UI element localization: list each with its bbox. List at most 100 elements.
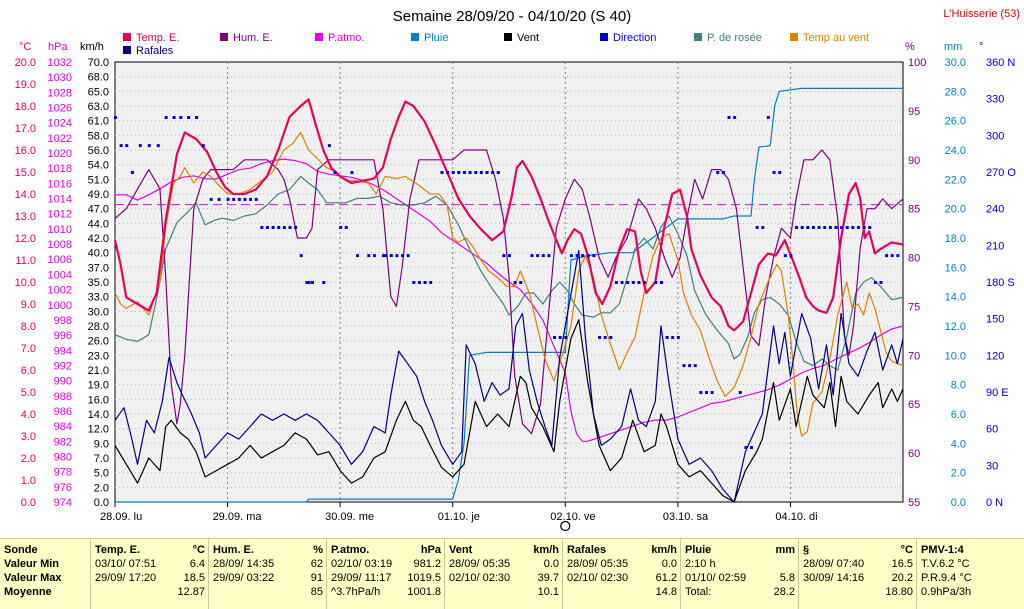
pressure-axis-tick: 998 [54,315,72,327]
x-axis-labels: 28.09. lu 29.09. ma 30.09. me 01.10. je 02.1… [100,502,818,532]
direction-point [761,226,765,229]
pressure-axis-tick: 1018 [48,163,72,175]
stats-value-row: 02/10/ 02:30 61.2 [567,571,677,585]
stats-header: § [803,544,810,556]
legend-swatch [123,33,131,41]
direction-point [265,226,269,229]
hum-axis-tick: 80 [908,253,920,265]
stats-value-row: 12.87 [95,585,205,599]
x-tick-label: 04.10. di [775,511,817,523]
stats-label-r1: Valeur Min [4,558,60,570]
pressure-axis-tick: 1022 [48,133,72,145]
temp-axis-tick: 13.0 [15,211,36,223]
temp-axis-tick: 10.0 [15,277,36,289]
legend: Temp. E. Hum. E. P.atmo. Pluie Vent Direction… [123,32,869,57]
hum-axis-tick: 70 [908,350,920,362]
stats-value-row: 29/09/ 11:17 1019.5 [331,571,441,585]
stats-label-h: Sonde [4,544,38,556]
direction-point [721,171,725,174]
stats-date: 02/10/ 03:19 [331,558,393,570]
dir-axis-tick: 90 E [986,387,1009,399]
axis-unit: °C [19,41,31,53]
stats-date: 29/09/ 17:20 [95,572,157,584]
legend-swatch [411,33,419,41]
pressure-axis-tick: 974 [54,497,72,509]
wind-axis-tick: 58.0 [88,130,109,142]
direction-point [845,226,849,229]
x-tick-label: 30.09. me [325,511,374,523]
stats-date: 29/09/ 03:22 [213,572,275,584]
stats-value-row: 14.8 [567,585,677,599]
direction-point [896,254,900,258]
stats-label-r2: Valeur Max [4,572,62,584]
direction-point [851,226,855,229]
stats-unit: °C [900,544,913,556]
stats-value: 61.2 [655,572,677,584]
dir-axis-tick: 330 [986,94,1004,106]
direction-point [547,254,551,258]
wind-axis-tick: 42.0 [88,233,109,245]
temp-axis-tick: 7.0 [21,343,36,355]
direction-point [138,144,142,148]
stats-value: 20.2 [891,572,913,584]
stats-date: Total: [685,586,712,598]
temp-axis-tick: 12.0 [15,233,36,245]
stats-value: 18.5 [183,572,205,584]
direction-point [299,254,303,258]
stats-header-row: § °C [803,543,913,557]
direction-point [429,281,433,284]
x-tick-label: 29.09. ma [213,511,263,523]
direction-point [367,254,371,258]
stats-value-row: 2:10 h [685,557,795,571]
direction-point [626,281,630,284]
dir-axis-tick: 360 N [986,57,1015,69]
axis-units: °C hPa km/h% mm ° [19,41,983,53]
stats-column: Vent km/h 28/09/ 05:35 0.0 02/10/ 02:30 39.7 1… [444,539,563,609]
direction-point [344,226,348,229]
dir-axis-tick: 180 S [986,277,1015,289]
direction-point [195,116,199,119]
legend-swatch [123,46,131,54]
stats-column: PMV-1:4 T.V.6.2 °C P.R.9.4 °C 0.9hPa/3h [916,539,1024,609]
stats-date: 30/09/ 14:16 [803,572,865,584]
direction-point [581,254,585,258]
stats-row-label: Moyenne [4,585,86,599]
dir-axis-tick: 60 [986,424,998,436]
pressure-axis-tick: 1014 [48,194,72,206]
stats-column: Rafales km/h 28/09/ 05:35 0.0 02/10/ 02:30 61… [562,539,681,609]
direction-point [288,226,292,229]
direction-point [513,281,517,284]
stats-value: 91 [310,572,323,584]
x-tick-label: 03.10. sa [663,511,709,523]
direction-point [873,281,877,284]
stats-date: 0.9hPa/3h [921,586,972,598]
legend-label: Direction [613,32,656,44]
direction-point [609,336,613,339]
direction-point [237,197,241,201]
temp-axis-tick: 11.0 [15,255,36,267]
stats-row-label: Valeur Max [4,571,86,585]
temp-axis-tick: 15.0 [15,167,36,179]
direction-point [772,171,776,174]
direction-point [637,281,641,284]
stats-row-label: Sonde [4,543,86,557]
direction-point [840,226,844,229]
wind-axis-tick: 23.0 [88,350,109,362]
direction-point [384,254,388,258]
series-temp-e- [113,98,904,332]
stats-header: Hum. E. [213,544,254,556]
axis-unit: hPa [48,41,68,53]
wind-axis-tick: 28.0 [88,321,109,333]
stats-value-row: 03/10/ 07:51 6.4 [95,557,205,571]
direction-point [462,171,466,174]
rain-axis-tick: 22.0 [945,174,966,186]
wind-axis-tick: 65.0 [88,86,109,98]
rain-axis-tick: 6.0 [951,409,966,421]
temp-axis-tick: 0.0 [21,497,36,509]
stats-value: 6.4 [189,558,205,570]
legend-label: Vent [517,32,539,44]
x-tick-label: 01.10. je [438,511,480,523]
direction-point [372,254,376,258]
rain-axis-tick: 30.0 [945,57,966,69]
stats-unit: mm [775,544,795,556]
